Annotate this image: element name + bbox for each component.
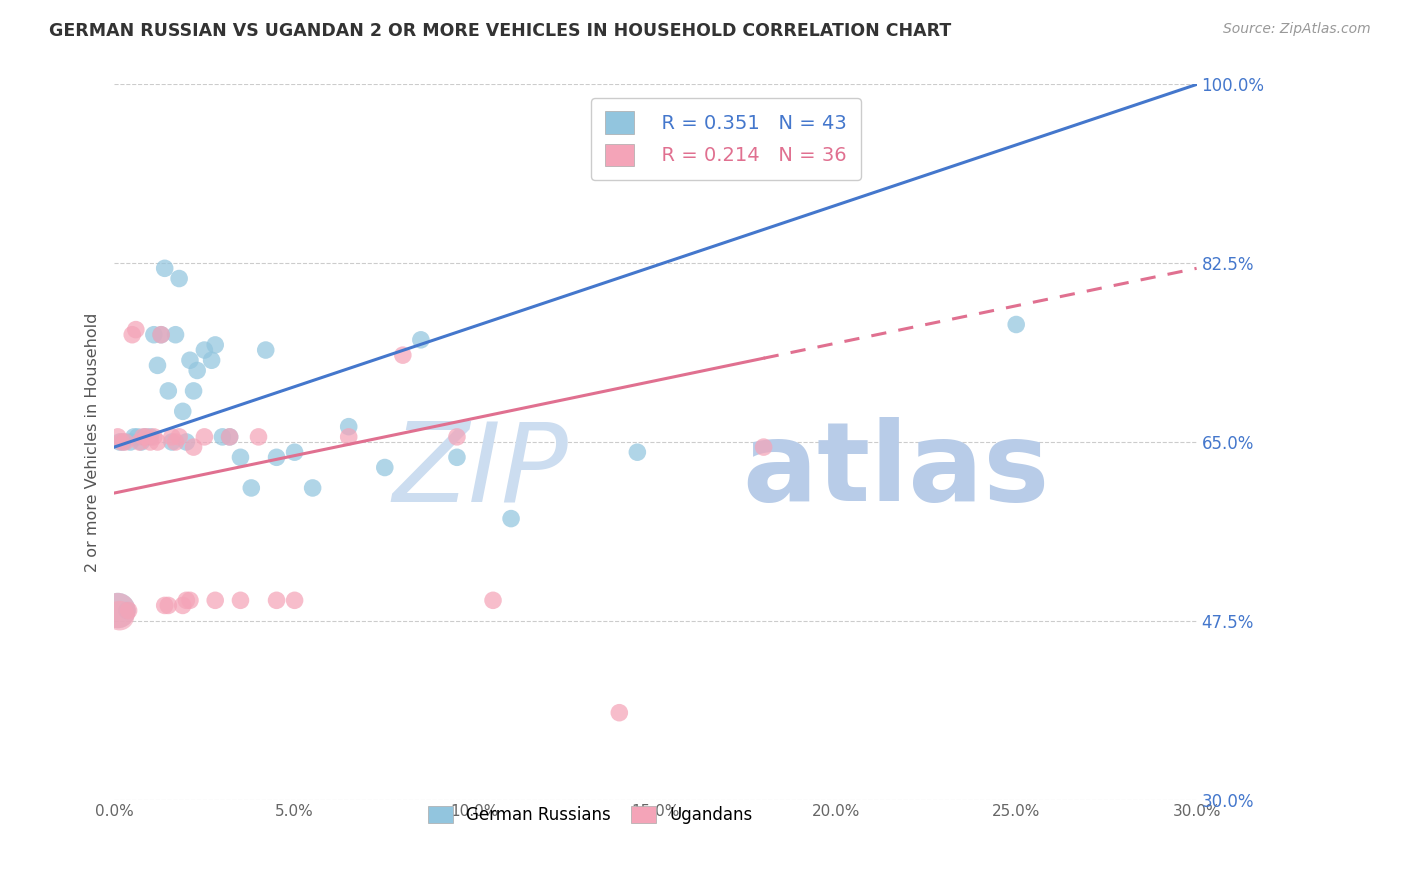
Text: Source: ZipAtlas.com: Source: ZipAtlas.com (1223, 22, 1371, 37)
Point (146, 359, 169, 373)
Point (108, 434, 131, 449)
Point (284, 593, 307, 607)
Point (186, 363, 208, 377)
Point (139, 430, 162, 444)
Point (160, 434, 183, 449)
Text: ZIP: ZIP (392, 417, 569, 524)
Point (167, 430, 190, 444)
Point (409, 333, 432, 347)
Point (179, 593, 201, 607)
Point (183, 384, 205, 398)
Point (127, 430, 149, 444)
Point (254, 343, 277, 357)
Point (499, 511, 522, 525)
Point (134, 430, 156, 444)
Point (752, 440, 775, 454)
Point (121, 327, 143, 342)
Point (482, 593, 505, 607)
Point (128, 434, 150, 449)
Point (392, 348, 415, 362)
Point (1005, 318, 1028, 332)
Point (135, 430, 157, 444)
Point (122, 430, 145, 444)
Text: GERMAN RUSSIAN VS UGANDAN 2 OR MORE VEHICLES IN HOUSEHOLD CORRELATION CHART: GERMAN RUSSIAN VS UGANDAN 2 OR MORE VEHI… (49, 22, 952, 40)
Point (284, 445, 307, 459)
Point (211, 430, 233, 444)
Point (266, 450, 288, 465)
Point (229, 450, 252, 465)
Point (204, 593, 226, 607)
Point (157, 599, 180, 613)
Point (110, 434, 132, 449)
Legend: German Russians, Ugandans: German Russians, Ugandans (418, 796, 763, 834)
Point (201, 353, 224, 368)
Point (193, 430, 215, 444)
Point (374, 460, 396, 475)
Point (167, 271, 190, 285)
Point (153, 599, 176, 613)
Point (337, 419, 360, 434)
Point (107, 430, 129, 444)
Point (165, 434, 187, 449)
Point (172, 404, 194, 418)
Y-axis label: 2 or more Vehicles in Household: 2 or more Vehicles in Household (86, 312, 100, 572)
Point (179, 353, 201, 368)
Point (129, 434, 152, 449)
Point (114, 434, 136, 449)
Point (626, 445, 648, 459)
Point (247, 430, 270, 444)
Point (108, 608, 131, 623)
Point (172, 599, 194, 613)
Point (132, 430, 155, 444)
Point (446, 430, 468, 444)
Point (229, 593, 252, 607)
Point (153, 261, 176, 276)
Point (176, 434, 198, 449)
Text: atlas: atlas (742, 417, 1049, 524)
Point (157, 384, 180, 398)
Point (112, 434, 135, 449)
Point (176, 593, 198, 607)
Point (337, 430, 360, 444)
Point (160, 430, 183, 444)
Point (266, 593, 288, 607)
Point (165, 327, 187, 342)
Point (142, 430, 165, 444)
Point (734, 159, 756, 173)
Point (150, 327, 173, 342)
Point (120, 434, 142, 449)
Point (240, 481, 263, 495)
Point (139, 434, 162, 449)
Point (117, 603, 139, 617)
Point (115, 603, 138, 617)
Point (607, 706, 630, 720)
Point (183, 440, 205, 454)
Point (107, 603, 129, 617)
Point (150, 327, 173, 342)
Point (146, 434, 169, 449)
Point (301, 481, 323, 495)
Point (193, 343, 215, 357)
Point (107, 603, 129, 617)
Point (446, 450, 468, 465)
Point (142, 327, 165, 342)
Point (218, 430, 240, 444)
Point (218, 430, 240, 444)
Point (125, 323, 148, 337)
Point (204, 338, 226, 352)
